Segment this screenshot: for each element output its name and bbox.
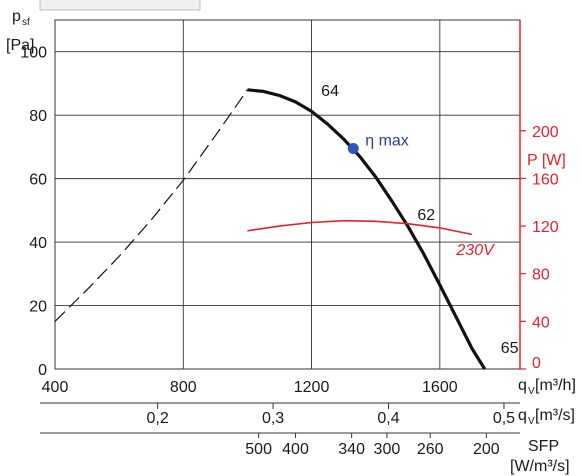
x-tick-label-m3h: 1600 xyxy=(422,379,458,396)
y-tick-label: 80 xyxy=(29,108,47,125)
x-axis-m3s-title: q xyxy=(518,407,527,424)
top-bar xyxy=(39,0,201,11)
eta-max-label: η max xyxy=(365,132,409,149)
y-axis-unit: [Pa] xyxy=(6,37,34,54)
power-tick-labels: 0 40 80 120 160 200 xyxy=(520,124,559,372)
power-tick-label: 160 xyxy=(532,171,559,188)
x-tick-label-m3s: 0,4 xyxy=(377,410,399,427)
power-tick-label: 80 xyxy=(532,267,550,284)
sfp-tick-label: 400 xyxy=(282,441,309,458)
sfp-tick-label: 500 xyxy=(245,441,272,458)
y-tick-label: 100 xyxy=(20,45,47,62)
x-tick-label-m3h: 800 xyxy=(170,379,197,396)
sfp-axis-title: SFP xyxy=(528,438,559,455)
curves: η max 64 62 65 230V xyxy=(54,83,519,370)
x-axis-m3h-title: q xyxy=(518,377,527,394)
x-axis-m3s-unit: [m³/s] xyxy=(535,407,575,424)
sfp-tick-label: 300 xyxy=(374,441,401,458)
eta-max-point xyxy=(347,142,359,154)
x-tick-label-m3s: 0,3 xyxy=(262,410,284,427)
power-axis-title: P [W] xyxy=(527,152,566,169)
sfp-tick-label: 340 xyxy=(338,441,365,458)
power-tick-label: 120 xyxy=(532,219,559,236)
sfp-tick-label: 200 xyxy=(473,441,500,458)
curve-label: 62 xyxy=(417,207,435,224)
x-tick-label-m3h: 1200 xyxy=(294,379,330,396)
power-tick-label: 0 xyxy=(532,355,541,372)
y-tick-labels: 0 20 40 60 80 100 xyxy=(20,45,47,379)
x-tick-label-m3s: 0,5 xyxy=(493,410,515,427)
fan-curve-solid xyxy=(247,88,487,370)
fan-curve-dashed xyxy=(54,89,248,322)
x-axis-m3h-sub: V xyxy=(528,386,535,397)
sfp-axis-unit: [W/m³/s] xyxy=(510,458,570,475)
x-axis-m3s-sub: V xyxy=(528,416,535,427)
y-tick-label: 40 xyxy=(29,235,47,252)
y-tick-label: 20 xyxy=(29,299,47,316)
power-curve-230v xyxy=(247,219,473,236)
power-tick-label: 200 xyxy=(532,124,559,141)
x-tick-label-m3s: 0,2 xyxy=(146,410,168,427)
curve-label: 64 xyxy=(321,83,339,100)
power-tick-label: 40 xyxy=(532,314,550,331)
power-curve-label: 230V xyxy=(455,242,495,259)
x-tick-label-m3h: 400 xyxy=(42,379,69,396)
y-tick-label: 0 xyxy=(38,362,47,379)
sfp-tick-label: 260 xyxy=(417,441,444,458)
y-axis-label-sub: sf xyxy=(22,17,30,28)
y-tick-label: 60 xyxy=(29,172,47,189)
y-axis-label: p xyxy=(12,8,21,25)
x-axes: 400 800 1200 1600 0,2 0,3 0,4 0,5 500 400 340 300 26… xyxy=(40,379,520,458)
x-axis-m3h-unit: [m³/h] xyxy=(535,377,576,394)
grid xyxy=(54,19,521,370)
curve-label: 65 xyxy=(501,340,519,357)
plot-frame xyxy=(54,19,521,370)
